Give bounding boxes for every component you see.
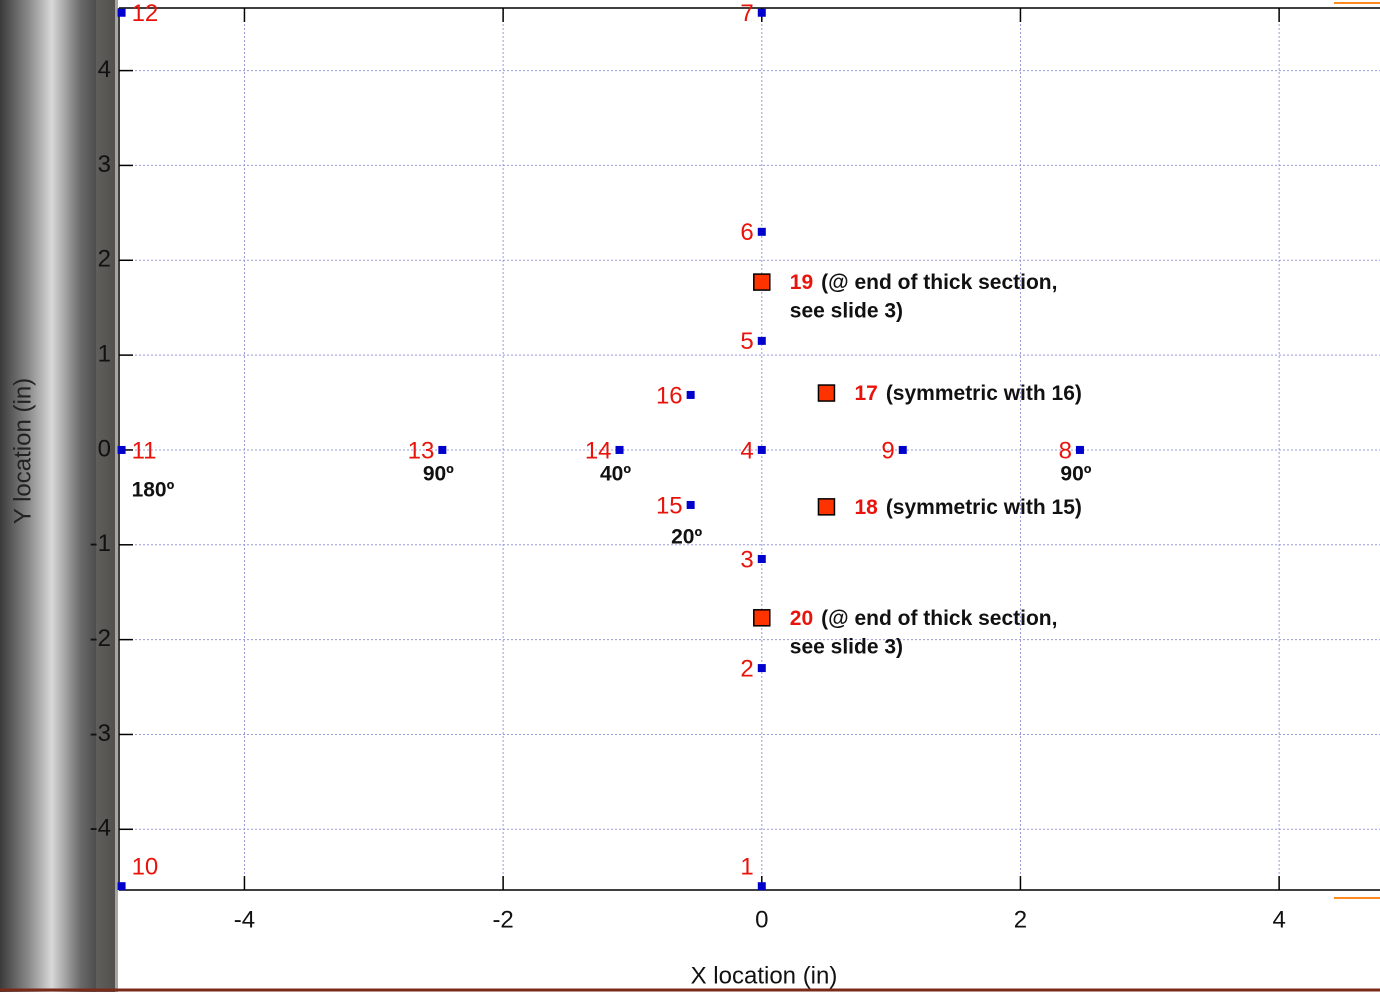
x-tick-label: 4 <box>1272 906 1285 933</box>
point-note: (symmetric with 16) <box>886 382 1082 405</box>
angle-label: 180º <box>132 478 175 501</box>
point-note: (@ end of thick section, <box>821 271 1057 294</box>
point-number: 17 <box>854 382 877 405</box>
point-label: 15 <box>656 492 683 519</box>
y-tick-label: 0 <box>98 435 111 462</box>
x-axis-label: X location (in) <box>691 962 838 989</box>
point-label: 4 <box>740 437 753 464</box>
angle-label: 90º <box>1060 462 1091 485</box>
angle-label: 90º <box>423 462 454 485</box>
x-tick-label: -4 <box>234 906 255 933</box>
point-note: see slide 3) <box>790 635 903 658</box>
marker <box>754 610 770 626</box>
marker <box>758 555 766 563</box>
marker <box>899 446 907 454</box>
marker <box>818 385 834 401</box>
marker <box>758 228 766 236</box>
y-tick-label: -4 <box>90 815 111 842</box>
marker <box>758 882 766 890</box>
marker <box>118 9 126 17</box>
point-label: 18 (symmetric with 15) <box>854 495 1081 518</box>
point-label: 6 <box>740 219 753 246</box>
marker <box>818 499 834 515</box>
x-tick-label: 2 <box>1014 906 1027 933</box>
point-label: 1 <box>740 854 753 881</box>
angle-label: 40º <box>600 462 631 485</box>
y-tick-label: -1 <box>90 530 111 557</box>
y-tick-label: 1 <box>98 340 111 367</box>
point-label: 9 <box>881 437 894 464</box>
angle-label: 20º <box>671 526 702 549</box>
marker <box>616 446 624 454</box>
y-tick-label: -2 <box>90 625 111 652</box>
point-note: (@ end of thick section, <box>821 606 1057 629</box>
point-number: 20 <box>790 606 813 629</box>
y-tick-label: 4 <box>98 56 111 83</box>
point-label: 14 <box>585 437 612 464</box>
chart: -4-2024-4-3-2-1012341234567890º91011180º… <box>0 0 1380 992</box>
y-tick-label: 3 <box>98 151 111 178</box>
marker <box>118 446 126 454</box>
point-label: 2 <box>740 655 753 682</box>
marker <box>758 664 766 672</box>
photo-edge <box>96 0 118 992</box>
marker <box>754 274 770 290</box>
point-label: 12 <box>132 0 159 27</box>
point-note: see slide 3) <box>790 300 903 323</box>
y-axis-label: Y location (in) <box>9 378 36 524</box>
marker <box>438 446 446 454</box>
x-tick-label: 0 <box>755 906 768 933</box>
point-number: 19 <box>790 271 813 294</box>
point-label: 20 (@ end of thick section, <box>790 606 1058 629</box>
x-tick-label: -2 <box>492 906 513 933</box>
y-tick-label: -3 <box>90 720 111 747</box>
y-tick-label: 2 <box>98 246 111 273</box>
point-label: 7 <box>740 0 753 27</box>
marker <box>758 337 766 345</box>
point-label: 13 <box>408 437 435 464</box>
point-label: 16 <box>656 382 683 409</box>
point-label: 8 <box>1059 437 1072 464</box>
point-note: (symmetric with 15) <box>886 495 1082 518</box>
point-label: 10 <box>132 854 159 881</box>
point-label: 19 (@ end of thick section, <box>790 271 1058 294</box>
marker <box>1076 446 1084 454</box>
point-label: 17 (symmetric with 16) <box>854 382 1081 405</box>
point-label: 5 <box>740 328 753 355</box>
marker <box>118 882 126 890</box>
point-number: 18 <box>854 495 878 518</box>
marker <box>758 9 766 17</box>
marker <box>687 501 695 509</box>
point-label: 3 <box>740 546 753 573</box>
marker <box>758 446 766 454</box>
point-label: 11 <box>132 437 157 464</box>
marker <box>687 391 695 399</box>
